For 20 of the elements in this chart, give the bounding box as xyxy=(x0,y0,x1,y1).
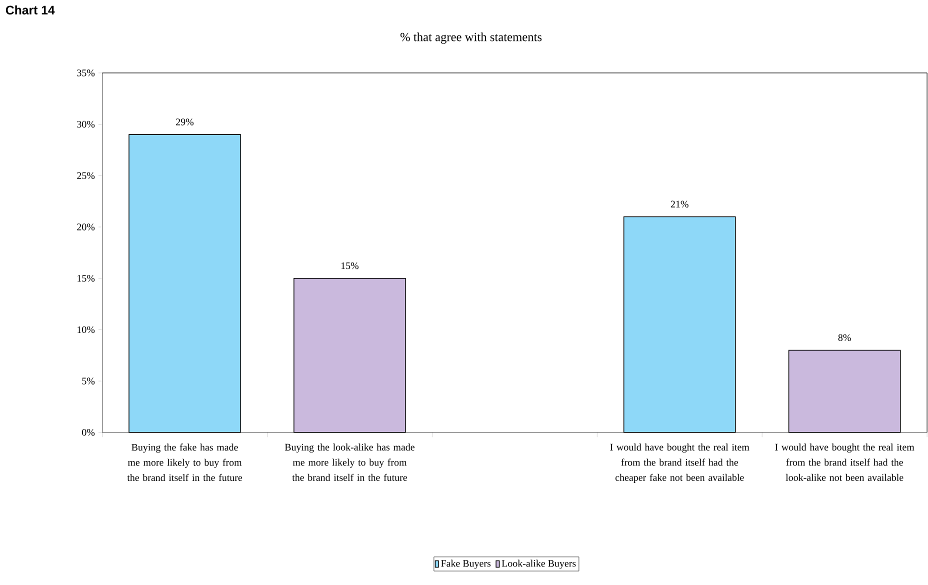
legend-label: Look-alike Buyers xyxy=(502,560,576,569)
data-label: 29% xyxy=(176,118,194,126)
x-tick-label: Buying the fake has made me more likely to buy from the brand itself in the future xyxy=(127,443,242,481)
chart-subtitle: % that agree with statements xyxy=(400,32,542,44)
x-tick-label: Buying the look-alike has made me more likely to buy from the brand itself in the future xyxy=(284,443,414,481)
chart-title: Chart 14 xyxy=(6,5,55,14)
y-tick-label: 35% xyxy=(77,69,95,76)
x-tick-label: I would have bought the real item from the brand itself had the cheaper fake not been available xyxy=(610,443,750,483)
data-label: 15% xyxy=(341,262,359,269)
legend-label: Fake Buyers xyxy=(441,560,491,569)
y-tick-label: 30% xyxy=(77,120,95,128)
y-tick-label: 10% xyxy=(78,326,95,333)
y-tick-label: 25% xyxy=(77,172,95,179)
y-tick-label: 20% xyxy=(77,223,95,230)
y-tick-label: 5% xyxy=(82,377,95,384)
y-tick-label: 15% xyxy=(78,274,95,282)
x-tick-label: I would have bought the real item from the brand itself had the look-alike not been available xyxy=(775,443,914,481)
data-label: 8% xyxy=(838,334,851,341)
data-label: 21% xyxy=(670,200,688,208)
y-tick-label: 0% xyxy=(82,428,95,436)
